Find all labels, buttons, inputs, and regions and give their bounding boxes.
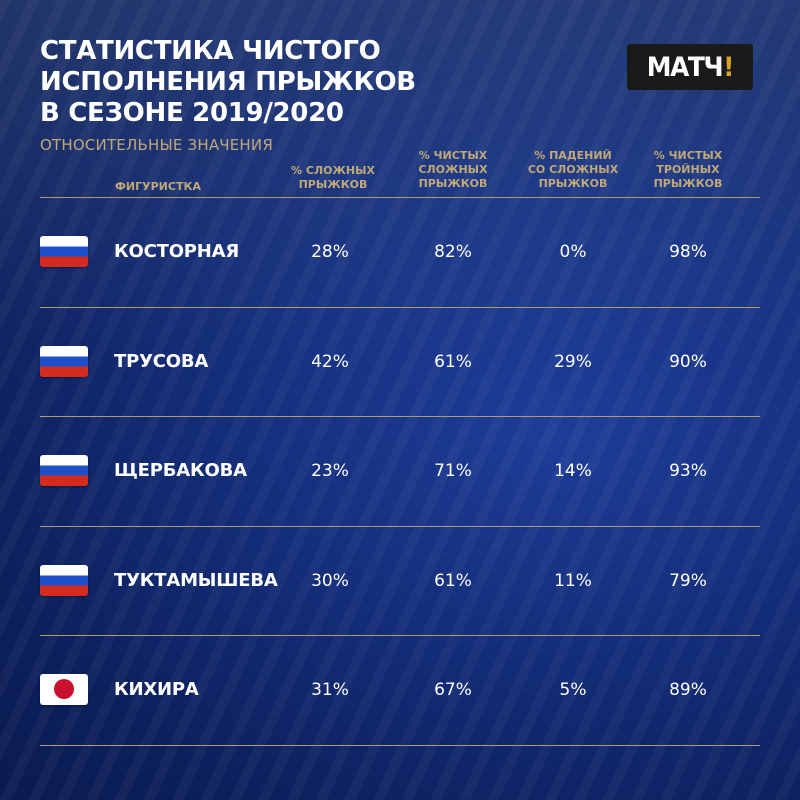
stat-cell: 61% [434,351,472,372]
stat-cell: 89% [669,680,707,701]
russia-flag-icon [40,455,88,487]
stat-cell: 29% [554,351,592,372]
column-header-complex-jumps: % СЛОЖНЫХ ПРЫЖКОВ [278,164,388,192]
stat-cell: 11% [554,570,592,591]
row-divider [40,525,760,527]
column-header-line: % ЧИСТЫХ [418,149,488,162]
table-row: ТУКТАМЫШЕВА 30% 61% 11% 79% [0,527,800,637]
column-header-clean-triples: % ЧИСТЫХ ТРОЙНЫХ ПРЫЖКОВ [633,149,743,191]
column-header-line: % ПАДЕНИЙ [534,149,612,162]
column-header-line: ТРОЙНЫХ [656,163,720,176]
stat-cell: 61% [434,570,472,591]
table-row: ТРУСОВА 42% 61% 29% 90% [0,308,800,418]
column-header-line: ПРЫЖКОВ [298,178,368,191]
stat-cell: 98% [669,242,707,262]
row-divider [40,744,760,746]
title-line: В СЕЗОНЕ 2019/2020 [40,98,344,128]
column-header-line: ПРЫЖКОВ [418,177,488,190]
stat-cell: 71% [434,461,472,482]
stat-cell: 93% [669,461,707,482]
skater-name: ТРУСОВА [114,350,209,372]
stat-cell: 14% [554,461,592,482]
column-header-falls: % ПАДЕНИЙ СО СЛОЖНЫХ ПРЫЖКОВ [518,149,628,191]
column-header-clean-complex: % ЧИСТЫХ СЛОЖНЫХ ПРЫЖКОВ [398,149,508,191]
stat-cell: 82% [434,242,472,262]
stat-cell: 28% [311,242,349,262]
column-header-line: ПРЫЖКОВ [653,177,723,190]
row-divider [40,306,760,308]
column-header-line: ПРЫЖКОВ [538,177,608,190]
japan-flag-icon [40,674,88,706]
title-line: ИСПОЛНЕНИЯ ПРЫЖКОВ [40,67,416,97]
stat-cell: 30% [311,570,349,591]
stat-cell: 23% [311,461,349,482]
column-header-line: СО СЛОЖНЫХ [527,163,619,176]
subtitle: ОТНОСИТЕЛЬНЫЕ ЗНАЧЕНИЯ [40,136,273,154]
stat-cell: 42% [311,351,349,372]
logo-text: МАТЧ! [646,51,735,83]
skater-name: ТУКТАМЫШЕВА [114,569,278,591]
table-row: КОСТОРНАЯ 28% 82% 0% 98% [0,198,800,308]
match-logo: МАТЧ! [627,44,753,90]
row-divider [40,416,760,418]
russia-flag-icon [40,236,88,267]
column-header-line: % СЛОЖНЫХ [291,164,375,177]
stat-cell: 5% [559,680,587,701]
column-header-line: СЛОЖНЫХ [418,163,488,176]
logo-word: МАТЧ [646,51,724,83]
flag-sun [54,679,74,700]
russia-flag-icon [40,345,88,377]
stat-cell: 79% [669,570,707,591]
logo-mark: ! [723,51,734,83]
row-divider [40,635,760,637]
page-title: СТАТИСТИКА ЧИСТОГО ИСПОЛНЕНИЯ ПРЫЖКОВ В … [40,36,460,129]
skater-name: КИХИРА [114,679,199,701]
skater-name: ЩЕРБАКОВА [114,460,247,482]
russia-flag-icon [40,564,88,596]
stat-cell: 90% [669,351,707,372]
table-row: КИХИРА 31% 67% 5% 89% [0,636,800,746]
column-header-line: % ЧИСТЫХ [653,149,723,162]
table-row: ЩЕРБАКОВА 23% 71% 14% 93% [0,417,800,527]
column-header-skater: ФИГУРИСТКА [115,180,201,193]
skater-name: КОСТОРНАЯ [114,241,240,262]
stat-cell: 31% [311,680,349,701]
table-divider [40,197,760,198]
stat-cell: 0% [559,242,587,262]
title-line: СТАТИСТИКА ЧИСТОГО [40,36,381,66]
stat-cell: 67% [434,680,472,701]
